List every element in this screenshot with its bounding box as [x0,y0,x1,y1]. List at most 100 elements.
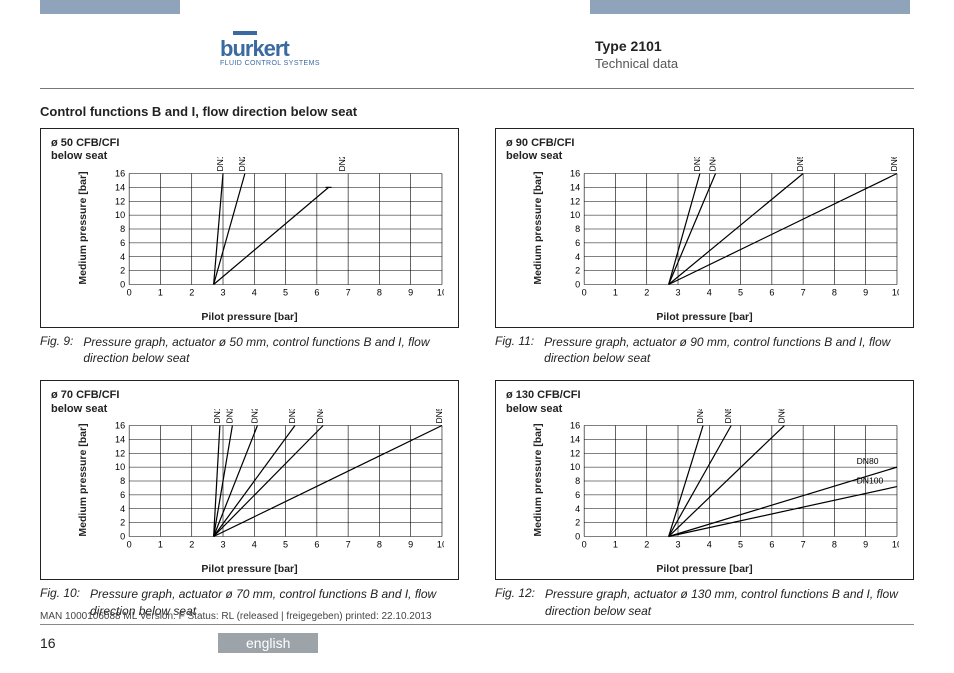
svg-text:10: 10 [570,463,580,473]
svg-text:8: 8 [832,288,837,298]
svg-text:10: 10 [115,210,125,220]
svg-text:12: 12 [115,196,125,206]
plot-area: 0123456789100246810121416DN15DN20DN25 [111,157,444,299]
y-axis-label: Medium pressure [bar] [77,171,89,284]
svg-text:4: 4 [252,288,257,298]
divider [40,88,914,89]
figure-label: Fig. 11: [495,334,534,366]
svg-text:16: 16 [570,169,580,179]
svg-text:7: 7 [346,288,351,298]
svg-text:8: 8 [120,476,125,486]
svg-text:5: 5 [738,540,743,550]
chart-svg: 0123456789100246810121416DN32DN40DN50DN6… [566,157,899,299]
svg-text:6: 6 [120,238,125,248]
plot-area: 0123456789100246810121416DN32DN40DN50DN6… [566,157,899,299]
figure-caption: Fig. 11: Pressure graph, actuator ø 90 mm… [495,334,914,366]
doc-section: Technical data [595,56,678,71]
language-tab: english [218,633,318,653]
svg-text:DN65: DN65 [776,409,786,423]
svg-text:2: 2 [120,266,125,276]
chart-title-line2: below seat [506,150,574,163]
svg-text:4: 4 [252,540,257,550]
svg-text:2: 2 [644,288,649,298]
chart-box: ø 130 CFB/CFIbelow seatMedium pressure [… [495,380,914,580]
svg-text:2: 2 [189,288,194,298]
svg-text:DN15: DN15 [215,157,225,171]
svg-text:12: 12 [570,449,580,459]
svg-text:2: 2 [189,540,194,550]
chart-svg: 0123456789100246810121416DN15DN20DN25DN3… [111,409,444,551]
plot-area: 0123456789100246810121416DN40DN50DN65DN8… [566,409,899,551]
svg-text:6: 6 [575,238,580,248]
svg-text:0: 0 [120,532,125,542]
doc-header: Type 2101 Technical data [595,38,678,71]
svg-text:6: 6 [575,490,580,500]
figure-label: Fig. 9: [40,334,73,366]
svg-text:9: 9 [408,288,413,298]
svg-text:1: 1 [158,288,163,298]
x-axis-label: Pilot pressure [bar] [656,563,752,575]
svg-text:7: 7 [346,540,351,550]
page-number: 16 [40,635,56,651]
y-axis-label: Medium pressure [bar] [532,424,544,537]
svg-text:2: 2 [644,540,649,550]
svg-text:DN40: DN40 [315,409,325,423]
svg-text:4: 4 [707,540,712,550]
svg-text:6: 6 [769,288,774,298]
chart-c90: ø 90 CFB/CFIbelow seatMedium pressure [b… [495,128,914,366]
svg-text:1: 1 [613,540,618,550]
svg-text:10: 10 [437,540,444,550]
doc-type: Type 2101 [595,38,678,54]
svg-text:3: 3 [220,288,225,298]
svg-text:DN50: DN50 [723,409,733,423]
svg-text:4: 4 [120,504,125,514]
figure-caption-text: Pressure graph, actuator ø 90 mm, contro… [544,334,914,366]
chart-grid: ø 50 CFB/CFIbelow seatMedium pressure [b… [40,128,914,619]
chart-title: ø 70 CFB/CFIbelow seat [51,389,119,415]
chart-title: ø 90 CFB/CFIbelow seat [506,137,574,163]
plot-area: 0123456789100246810121416DN15DN20DN25DN3… [111,409,444,551]
svg-text:12: 12 [115,449,125,459]
svg-text:8: 8 [832,540,837,550]
svg-text:4: 4 [120,252,125,262]
svg-text:12: 12 [570,196,580,206]
svg-text:DN32: DN32 [692,157,702,171]
figure-caption: Fig. 9: Pressure graph, actuator ø 50 mm,… [40,334,459,366]
svg-text:DN25: DN25 [337,157,347,171]
svg-text:0: 0 [120,280,125,290]
svg-text:DN65: DN65 [889,157,899,171]
svg-text:10: 10 [437,288,444,298]
svg-text:DN100: DN100 [857,476,884,486]
svg-text:0: 0 [127,540,132,550]
header-bar-left [40,0,180,14]
svg-text:8: 8 [575,224,580,234]
svg-text:9: 9 [863,540,868,550]
chart-title-line2: below seat [51,150,119,163]
chart-c70: ø 70 CFB/CFIbelow seatMedium pressure [b… [40,380,459,618]
svg-text:3: 3 [675,288,680,298]
chart-svg: 0123456789100246810121416DN40DN50DN65DN8… [566,409,899,551]
svg-text:8: 8 [120,224,125,234]
chart-title-line1: ø 90 CFB/CFI [506,137,574,150]
svg-text:4: 4 [707,288,712,298]
x-axis-label: Pilot pressure [bar] [201,311,297,323]
x-axis-label: Pilot pressure [bar] [201,563,297,575]
svg-text:0: 0 [127,288,132,298]
chart-title-line1: ø 70 CFB/CFI [51,389,119,402]
svg-text:5: 5 [283,288,288,298]
svg-text:6: 6 [120,490,125,500]
svg-text:6: 6 [769,540,774,550]
figure-caption-text: Pressure graph, actuator ø 50 mm, contro… [83,334,459,366]
svg-text:2: 2 [120,518,125,528]
brand-word: burkert [220,36,380,62]
svg-text:0: 0 [575,532,580,542]
chart-title-line1: ø 50 CFB/CFI [51,137,119,150]
svg-text:5: 5 [738,288,743,298]
svg-text:14: 14 [570,435,580,445]
svg-text:DN80: DN80 [857,456,879,466]
svg-text:DN32: DN32 [287,409,297,423]
svg-text:9: 9 [863,288,868,298]
svg-text:0: 0 [575,280,580,290]
section-title: Control functions B and I, flow directio… [40,104,357,119]
svg-text:8: 8 [575,476,580,486]
